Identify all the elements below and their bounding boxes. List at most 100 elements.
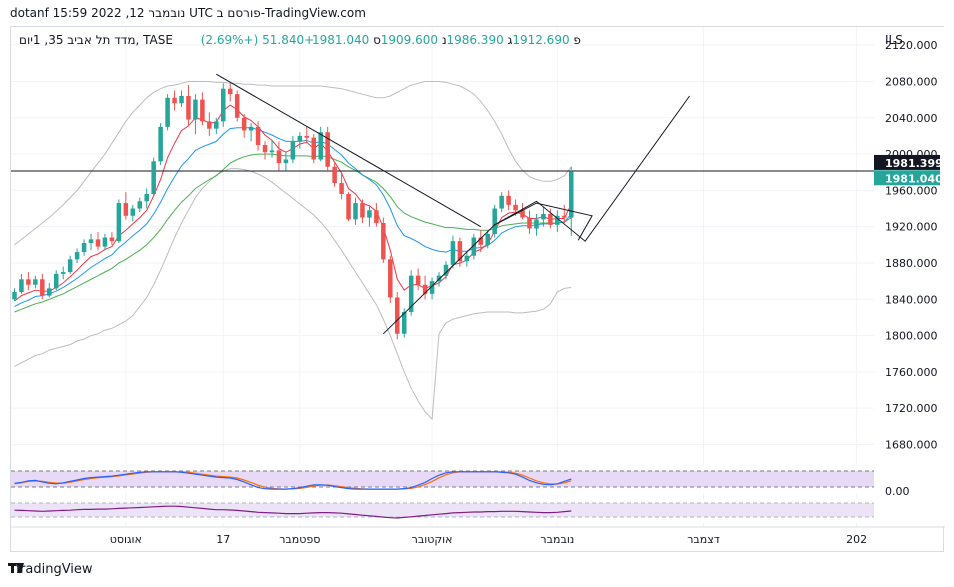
trendlines [216, 73, 691, 335]
legend-open-label: פ [573, 33, 581, 47]
legend-high: 1986.390 [446, 33, 503, 47]
candle-body [422, 284, 428, 294]
candle-body [165, 97, 170, 127]
candle-body [541, 213, 546, 220]
candle-body [325, 132, 330, 167]
candle-body [214, 121, 219, 129]
stochastic-rsi-pane[interactable]: 0.00 [11, 465, 910, 498]
y-axis: 2120.0002080.0002040.0002000.0001960.000… [874, 39, 943, 451]
price-scale[interactable] [874, 27, 945, 527]
legend-change: +51.840 (+2.69%) [201, 33, 314, 47]
candle-body [304, 135, 310, 138]
candle-body [443, 264, 449, 276]
chart-frame[interactable]: 2120.000 2080.000 2040.000 2000.000 1960.000… [10, 26, 945, 553]
y-tick-label: 2040.000 [885, 112, 938, 125]
candle-body [172, 97, 177, 104]
candle-body [346, 193, 351, 220]
candle-body [283, 159, 289, 164]
candle-body [471, 237, 477, 256]
y-tick-label: 2120.000 [885, 39, 938, 52]
candle-body [12, 292, 17, 300]
candle-body [221, 88, 226, 122]
candle-body [88, 239, 94, 243]
candle-body [207, 121, 212, 129]
candle-body [332, 166, 337, 184]
candle-body [123, 203, 129, 216]
y-tick-label: 1800.000 [885, 330, 938, 343]
candle-body [262, 144, 268, 153]
candle-body [401, 311, 407, 334]
candle-body [102, 237, 108, 247]
y-tick-label: 1920.000 [885, 221, 938, 234]
candle-body [450, 241, 456, 265]
y-tick-label: 1880.000 [885, 257, 938, 270]
svg-text:מדד תל אביב 35, 1יום, TASE: מדד תל אביב 35, 1יום, TASE פ 1912.690 ג … [19, 33, 581, 47]
trendline [216, 73, 482, 228]
x-tick-label: 202 [846, 533, 867, 546]
last-price-tag [874, 170, 940, 186]
candle-body [506, 195, 511, 205]
price-pane[interactable] [11, 27, 874, 459]
candle-body [527, 217, 532, 229]
candle-body [415, 275, 421, 285]
brand-name: TradingView [14, 562, 93, 577]
y-tick-label: 1960.000 [885, 184, 938, 197]
candle-body [53, 273, 59, 289]
candle-body [534, 219, 539, 229]
candle-body [548, 213, 553, 225]
candle-body [109, 237, 115, 242]
candle-body [95, 239, 101, 247]
candle-body [297, 135, 303, 142]
candle-body [562, 215, 567, 218]
candle-body [241, 117, 247, 131]
candle-body [60, 272, 66, 274]
candle-body [33, 279, 38, 285]
chart-canvas[interactable]: 2120.0002080.0002040.0002000.0001960.000… [11, 27, 945, 553]
candle-body [269, 150, 275, 153]
candle-body [464, 255, 470, 262]
candle-body [457, 241, 463, 262]
legend-close: 1981.040 [312, 33, 369, 47]
osc-band [11, 503, 874, 517]
ohlc-legend: מדד תל אביב 35, 1יום, TASE פ 1912.690 ג … [19, 33, 581, 47]
candle-body [499, 195, 504, 209]
x-tick-label: ספטמבר [279, 533, 320, 546]
osc-line [14, 505, 572, 519]
candle-body [26, 279, 31, 285]
candle-body [158, 126, 163, 162]
candle-body [74, 252, 80, 260]
currency-label: ILS [885, 33, 903, 47]
candle-body [388, 259, 393, 298]
last-price-text: 1981.040 [885, 172, 943, 185]
candle-body [179, 95, 184, 104]
y-tick-label: 1840.000 [885, 293, 938, 306]
candle-body [492, 208, 497, 234]
candle-body [19, 279, 24, 293]
rsi-band [11, 471, 874, 487]
trendline [494, 202, 593, 241]
candle-body [381, 223, 386, 260]
x-tick-label: אוקטובר [412, 533, 453, 546]
candle-body [137, 201, 143, 209]
candles [12, 83, 574, 340]
candle-body [130, 208, 136, 216]
candle-body [555, 215, 560, 225]
candle-body [186, 95, 191, 120]
candle-body [374, 210, 379, 224]
candle-body [436, 275, 442, 282]
oscillator-pane[interactable] [11, 499, 945, 528]
publish-line: dotanf נובמבר 12, 2022 15:59 UTC פורסם ב… [10, 6, 366, 20]
candle-body [513, 204, 518, 211]
y-tick-label: 1760.000 [885, 366, 938, 379]
legend-low: 1909.600 [381, 33, 438, 47]
bb-upper-line [14, 81, 572, 246]
y-tick-label: 2080.000 [885, 75, 938, 88]
candle-body [200, 99, 205, 122]
candle-body [227, 88, 233, 95]
x-tick-label: אוגוסט [110, 533, 142, 546]
candle-body [116, 203, 122, 242]
y-tick-label: 1680.000 [885, 438, 938, 451]
footer: TradingView [8, 562, 93, 577]
legend-symbol: מדד תל אביב 35, 1יום, TASE [19, 33, 173, 47]
candle-body [478, 237, 484, 245]
